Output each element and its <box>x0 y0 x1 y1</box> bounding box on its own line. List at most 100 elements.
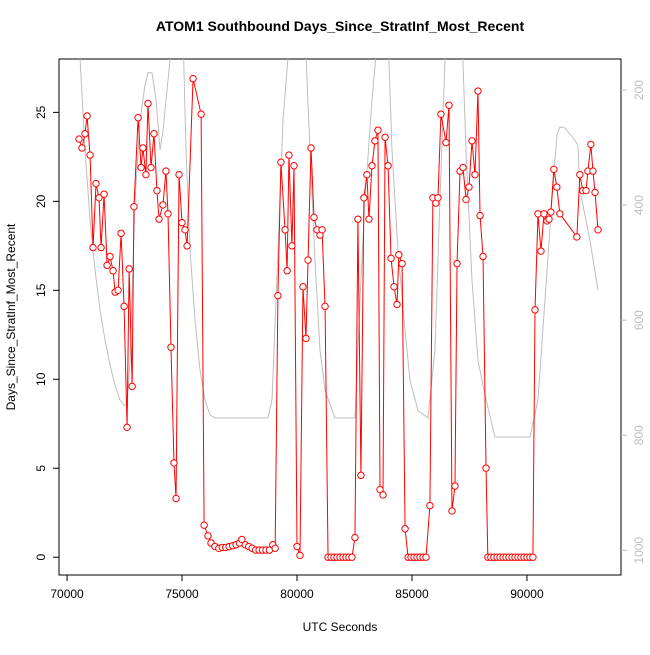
y-tick-label: 15 <box>34 283 48 297</box>
y2-tick-label: 600 <box>632 310 646 330</box>
data-point <box>181 226 189 234</box>
data-point <box>401 525 409 533</box>
data-point <box>285 151 293 159</box>
data-point <box>545 215 553 223</box>
data-point <box>304 256 312 264</box>
data-point <box>155 215 163 223</box>
data-point <box>175 170 183 179</box>
data-point <box>117 229 125 238</box>
data-point <box>474 87 482 95</box>
data-point <box>589 167 597 175</box>
data-point <box>167 343 175 351</box>
x-tick-label: 90000 <box>510 587 544 601</box>
data-point <box>106 252 114 261</box>
data-point <box>164 210 172 218</box>
data-point <box>437 110 445 118</box>
data-point <box>482 464 490 472</box>
data-point <box>189 74 197 83</box>
data-point <box>162 167 170 175</box>
data-point <box>354 215 362 223</box>
data-point <box>137 163 145 172</box>
data-point <box>125 265 133 273</box>
y2-tick-label: 1000 <box>632 537 646 564</box>
data-point <box>422 553 430 561</box>
data-point <box>468 137 476 145</box>
data-point <box>144 99 152 108</box>
data-point <box>75 135 83 143</box>
data-point <box>288 242 296 250</box>
data-point <box>445 101 453 109</box>
y2-tick-label: 200 <box>632 80 646 100</box>
data-point <box>159 201 167 209</box>
data-point <box>92 179 100 188</box>
data-point <box>365 215 373 223</box>
series-line <box>78 78 599 558</box>
data-point <box>271 544 279 553</box>
data-point <box>459 163 467 172</box>
y-axis-label: Days_Since_StratInf_Most_Recent <box>4 223 18 410</box>
data-point <box>398 259 406 268</box>
data-point <box>128 382 136 391</box>
data-point <box>134 114 142 122</box>
data-point <box>83 112 91 120</box>
data-point <box>120 302 128 311</box>
data-point <box>379 491 387 499</box>
data-point <box>371 137 379 145</box>
y-tick-label: 0 <box>34 554 48 561</box>
data-point <box>153 186 161 195</box>
data-point <box>78 144 86 152</box>
data-point <box>321 302 329 311</box>
data-point <box>393 300 401 309</box>
data-point <box>290 162 298 170</box>
data-point <box>172 494 180 503</box>
data-point <box>302 334 310 343</box>
data-point <box>114 286 122 295</box>
data-point <box>299 283 307 291</box>
data-point <box>451 482 459 490</box>
data-point <box>540 210 548 218</box>
plot-area <box>75 59 602 561</box>
data-point <box>387 254 395 262</box>
data-point <box>448 507 456 515</box>
plot-frame <box>58 58 622 576</box>
data-point <box>139 144 147 152</box>
data-point <box>200 521 208 529</box>
data-point <box>479 252 487 261</box>
data-point <box>591 188 599 197</box>
data-point <box>100 190 108 198</box>
data-point <box>434 194 442 202</box>
x-tick-label: 70000 <box>50 587 84 601</box>
data-point <box>348 553 356 561</box>
data-point <box>465 183 473 191</box>
data-point <box>103 261 111 270</box>
chart-title: ATOM1 Southbound Days_Since_StratInf_Mos… <box>156 18 525 34</box>
data-point <box>556 210 564 218</box>
data-point <box>374 126 382 134</box>
data-point <box>594 226 602 234</box>
data-point <box>368 162 376 170</box>
data-point <box>277 158 285 166</box>
data-point <box>183 242 191 250</box>
data-point <box>531 306 539 314</box>
y-tick-label: 5 <box>34 465 48 472</box>
data-point <box>381 133 389 141</box>
data-point <box>197 110 205 118</box>
data-point <box>357 471 365 480</box>
data-point <box>384 162 392 170</box>
data-point <box>178 218 186 227</box>
data-point <box>81 130 89 138</box>
data-point <box>582 186 590 195</box>
data-point <box>462 195 470 204</box>
data-point <box>281 226 289 234</box>
x-axis-label: UTC Seconds <box>303 620 378 634</box>
data-point <box>529 553 537 561</box>
data-point <box>363 170 371 179</box>
data-point <box>573 233 581 241</box>
data-point <box>550 165 558 174</box>
data-point <box>534 210 542 218</box>
data-point <box>283 267 291 275</box>
data-point <box>351 533 359 542</box>
series-line <box>79 59 599 438</box>
data-point <box>95 194 103 202</box>
